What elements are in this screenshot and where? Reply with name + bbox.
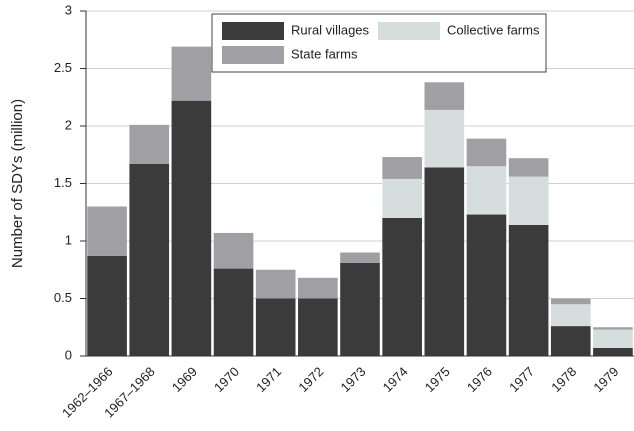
bar-segment — [508, 224, 549, 356]
x-tick-label: 1969 — [169, 364, 200, 395]
bar-segment — [382, 218, 422, 356]
bar-segment — [550, 304, 591, 327]
legend-swatch — [222, 46, 284, 64]
bar-segment — [550, 298, 591, 305]
bar-segment — [298, 277, 338, 299]
legend-label: Rural villages — [291, 22, 370, 37]
y-tick-label: 0.5 — [54, 290, 72, 305]
x-tick-label: 1972 — [295, 364, 326, 395]
bar-segment — [593, 329, 633, 348]
x-tick-label: 1978 — [548, 364, 579, 395]
legend-swatch — [378, 22, 440, 40]
x-tick-label: 1976 — [464, 364, 495, 395]
bar-segment — [213, 268, 254, 356]
bar-segment — [87, 255, 127, 356]
y-tick-label: 2.5 — [54, 60, 72, 75]
bar-segment — [298, 298, 338, 356]
y-axis-label: Number of SDYs (million) — [9, 99, 26, 268]
bar-segment — [382, 157, 422, 179]
x-tick-label: 1974 — [380, 364, 411, 395]
bar-segment — [508, 176, 549, 225]
legend-label: Collective farms — [447, 22, 540, 37]
bar-segment — [171, 100, 212, 356]
y-tick-label: 3 — [65, 2, 72, 17]
y-tick-label: 2 — [65, 117, 72, 132]
bar-segment — [255, 269, 296, 299]
x-tick-label: 1970 — [211, 364, 242, 395]
bar-segment — [340, 262, 380, 356]
x-tick-label: 1971 — [253, 364, 284, 395]
bar-segment — [466, 138, 507, 167]
bar-segment — [424, 167, 465, 356]
bar-segment — [466, 166, 507, 215]
bar-segment — [550, 326, 591, 356]
legend-label: State farms — [291, 46, 358, 61]
bar-segment — [382, 178, 422, 218]
bar-segment — [213, 232, 254, 269]
bar-segment — [424, 82, 465, 110]
bar-segment — [508, 158, 549, 177]
y-tick-label: 0 — [65, 347, 72, 362]
y-tick-label: 1 — [65, 232, 72, 247]
bar-segment — [87, 206, 127, 256]
bar-segment — [424, 109, 465, 168]
bar-segment — [255, 298, 296, 356]
legend-swatch — [222, 22, 284, 40]
x-tick-label: 1975 — [422, 364, 453, 395]
bar-segment — [129, 124, 170, 164]
x-tick-label: 1973 — [337, 364, 368, 395]
bar-segment — [466, 214, 507, 356]
bar-segment — [129, 163, 170, 356]
x-tick-label: 1979 — [590, 364, 621, 395]
bar-segment — [171, 46, 212, 101]
y-tick-label: 1.5 — [54, 175, 72, 190]
bar-segment — [593, 327, 633, 330]
bar-segment — [340, 252, 380, 263]
bar-segment — [593, 347, 633, 356]
x-tick-label: 1977 — [506, 364, 537, 395]
